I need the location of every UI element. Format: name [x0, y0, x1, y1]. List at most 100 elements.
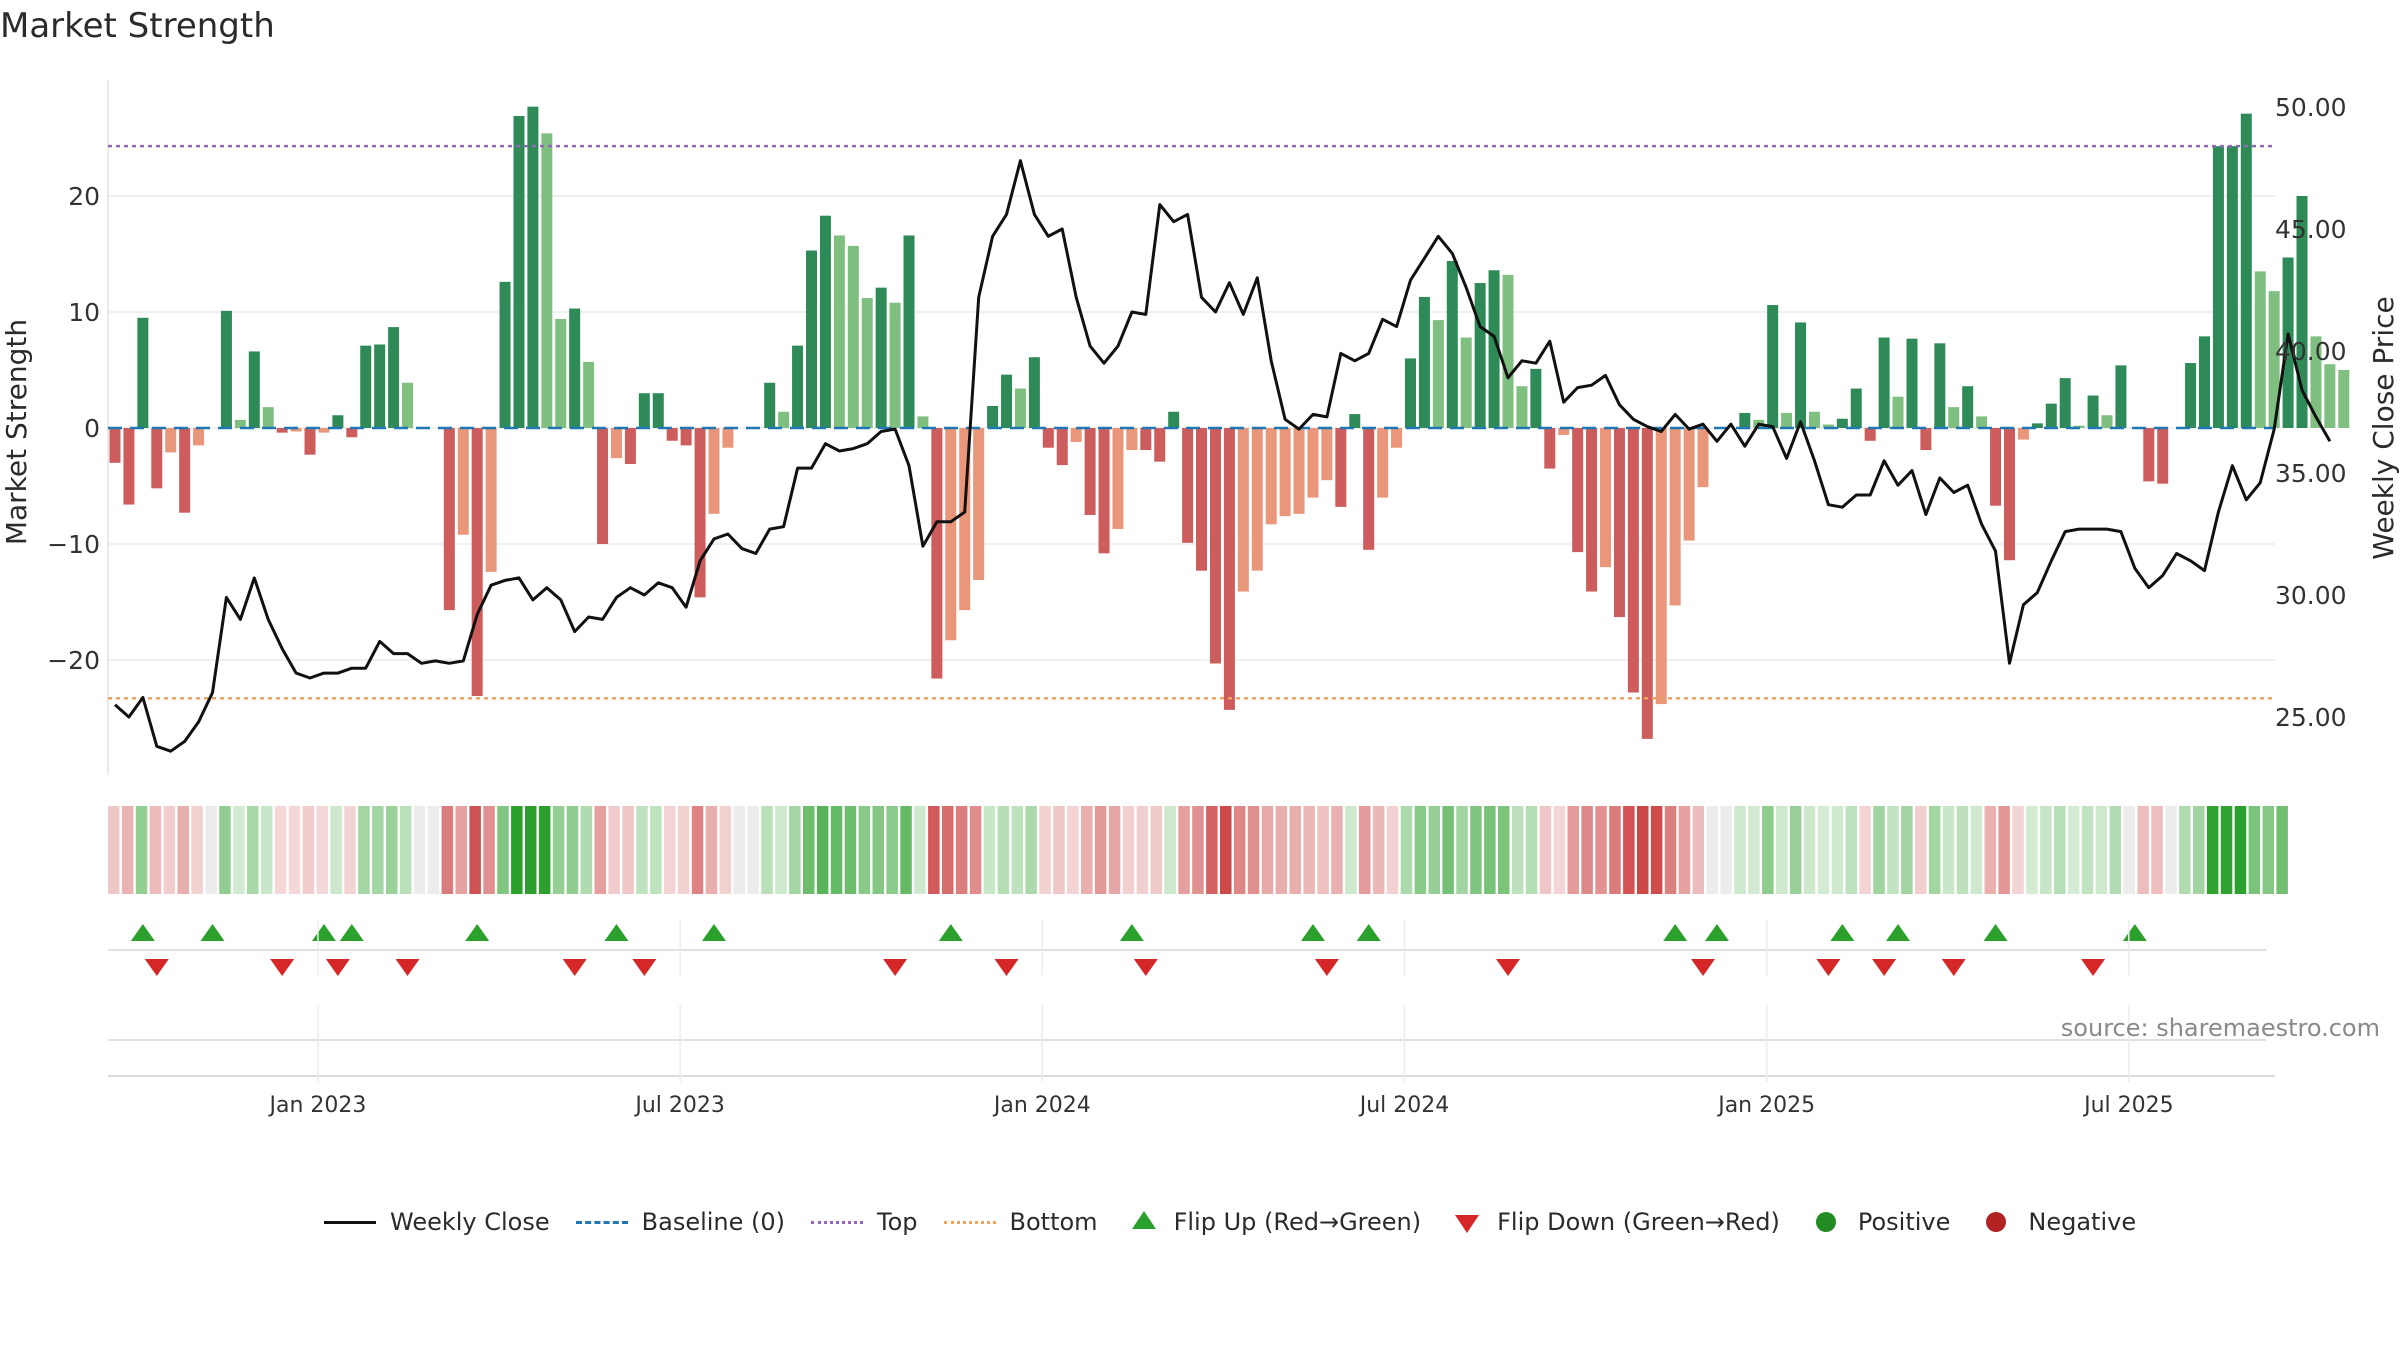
legend-label: Negative [2028, 1208, 2137, 1236]
strength-bar [290, 428, 302, 432]
strip-cell [538, 806, 551, 894]
strip-cell [2137, 806, 2149, 894]
strip-cell [2220, 806, 2233, 894]
strip-cell [803, 806, 815, 894]
strength-bar [847, 245, 859, 428]
strip-cell [1150, 806, 1162, 894]
strip-cell [1887, 806, 1899, 894]
strip-cell [1247, 806, 1260, 894]
strip-cell [149, 806, 162, 894]
strength-bar [1920, 428, 1932, 451]
strength-bar [1001, 374, 1013, 428]
strip-cell [260, 806, 273, 894]
strip-cell [664, 806, 676, 894]
strength-bar [151, 428, 163, 489]
strength-bar [583, 361, 595, 428]
flip-down-marker [144, 959, 169, 976]
strip-cell [1164, 806, 1176, 894]
legend: Weekly Close Baseline (0) Top Bottom Fli… [320, 1208, 2158, 1236]
strength-bar [569, 308, 581, 428]
strength-bar [680, 428, 692, 446]
x-tick-label: Jul 2023 [633, 1093, 725, 1118]
strip-cell [1734, 806, 1746, 894]
strength-bar [708, 428, 720, 514]
strip-cell [1317, 806, 1329, 894]
strip-cell [983, 806, 996, 894]
strip-cell [1498, 806, 1510, 894]
strip-cell [2234, 806, 2247, 894]
strength-bar [485, 428, 497, 572]
strength-bar [1627, 428, 1639, 693]
strip-cell [399, 806, 412, 894]
strength-bar [2268, 291, 2280, 428]
strength-bar [2101, 415, 2113, 428]
x-tick-label: Jan 2023 [267, 1093, 366, 1118]
strength-bar [1098, 428, 1110, 554]
strip-cell [2095, 806, 2108, 894]
strip-cell [914, 806, 926, 894]
strength-bar [1516, 386, 1528, 428]
strip-cell [135, 806, 148, 894]
strip-cell [691, 806, 704, 894]
strength-bar [987, 405, 999, 428]
strip-cell [830, 806, 843, 894]
strip-cell [1817, 806, 1830, 894]
flip-up-marker [1300, 924, 1325, 941]
strength-bar [1530, 368, 1542, 428]
strip-cell [163, 806, 176, 894]
legend-weekly-close: Weekly Close [320, 1208, 550, 1236]
strip-cell [177, 806, 189, 894]
strength-bar [1251, 428, 1263, 571]
strip-cell [1650, 806, 1663, 894]
strength-bar [1767, 305, 1779, 428]
legend-label: Weekly Close [390, 1208, 550, 1236]
strip-cell [205, 806, 217, 894]
strip-cell [1025, 806, 1037, 894]
strip-cell [316, 806, 328, 894]
y-tick-label: 10 [68, 298, 100, 327]
strip-cell [2151, 806, 2163, 894]
strip-cell [1067, 806, 1079, 894]
top-swatch [807, 1212, 867, 1232]
strength-bar [889, 302, 901, 428]
strip-cell [1206, 806, 1218, 894]
strength-bar [1404, 358, 1416, 428]
strength-bar [973, 428, 985, 580]
y-tick-label: 0 [84, 414, 100, 443]
strip-cell [2193, 806, 2205, 894]
strength-bar [2143, 428, 2155, 482]
strip-cell [1081, 806, 1093, 894]
strength-bar [1056, 428, 1068, 466]
strip-cell [1776, 806, 1788, 894]
strength-bar [1279, 428, 1291, 517]
strength-bar [1140, 428, 1152, 451]
strip-cell [525, 806, 537, 894]
strength-bar [1196, 428, 1208, 571]
legend-label: Baseline (0) [641, 1208, 786, 1236]
strength-bar [374, 344, 386, 428]
strip-cell [121, 806, 134, 894]
strength-bar [819, 215, 831, 428]
flip-up-marker [1983, 924, 2008, 941]
legend-flip-up: Flip Up (Red→Green) [1120, 1208, 1421, 1236]
legend-label: Bottom [1009, 1208, 1098, 1236]
flip-up-marker [604, 924, 629, 941]
legend-negative: Negative [1972, 1208, 2136, 1236]
strip-cell [1345, 806, 1357, 894]
strength-bar [1349, 414, 1361, 428]
flip-down-marker [1496, 959, 1520, 976]
strip-cell [1414, 806, 1427, 894]
flip-down-marker [1816, 959, 1841, 976]
flip-up-marker [311, 924, 336, 941]
strip-cell [747, 806, 759, 894]
flip-up-marker [1356, 924, 1381, 941]
strip-cell [1539, 806, 1552, 894]
y2-tick-label: 45.00 [2275, 215, 2347, 244]
strip-cell [650, 806, 662, 894]
strength-bar [1265, 428, 1277, 525]
flip-down-marker [1314, 959, 1339, 976]
flip-down-marker [883, 959, 908, 976]
strength-bar [1962, 386, 1974, 428]
strip-cell [1664, 806, 1677, 894]
strength-bar [1014, 388, 1026, 428]
